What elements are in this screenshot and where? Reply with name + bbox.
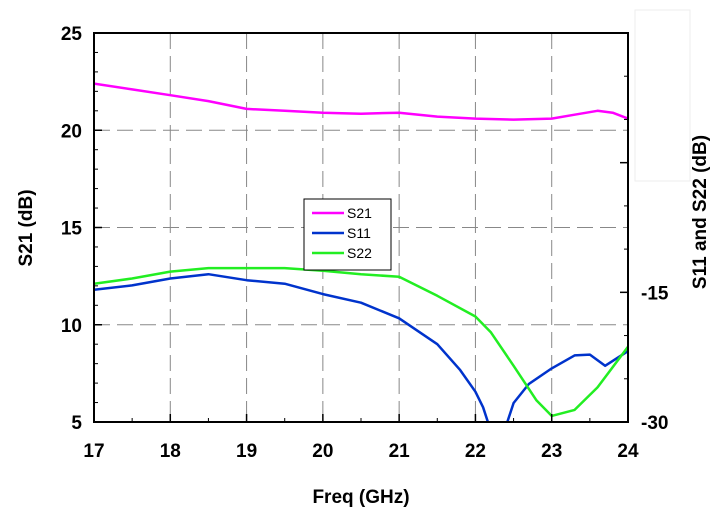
legend-label-s22: S22	[347, 245, 372, 261]
y-right-tick-label: -30	[641, 413, 668, 434]
x-axis-title: Freq (GHz)	[312, 487, 409, 508]
y-left-tick-label: 25	[61, 24, 83, 45]
ticks	[93, 32, 629, 423]
x-tick-label: 18	[160, 441, 181, 462]
x-tick-label: 21	[389, 441, 411, 462]
x-tick-label: 17	[83, 441, 104, 462]
x-tick-label: 24	[617, 441, 639, 462]
y-axis-left-title: S21 (dB)	[16, 189, 37, 266]
legend: S21 S11 S22	[303, 198, 392, 271]
x-tick-label: 23	[541, 441, 562, 462]
series-line-s21	[94, 82, 628, 121]
legend-label-s11: S11	[347, 225, 371, 241]
series-line-s11	[94, 272, 628, 422]
y-axis-right-title: S11 and S22 (dB)	[690, 135, 711, 289]
y-left-tick-label: 15	[61, 219, 83, 240]
x-tick-label: 19	[236, 441, 257, 462]
x-tick-label: 20	[312, 441, 333, 462]
legend-box	[303, 198, 392, 271]
y-left-tick-label: 5	[71, 413, 82, 434]
legend-label-s21: S21	[347, 205, 372, 221]
y-right-tick-label: -15	[641, 283, 669, 304]
series-line-s22	[94, 266, 628, 418]
x-tick-label: 22	[465, 441, 486, 462]
blank-box	[634, 9, 691, 182]
series-layer	[94, 82, 628, 422]
y-left-tick-label: 20	[61, 121, 82, 142]
y-left-tick-label: 10	[61, 316, 82, 337]
